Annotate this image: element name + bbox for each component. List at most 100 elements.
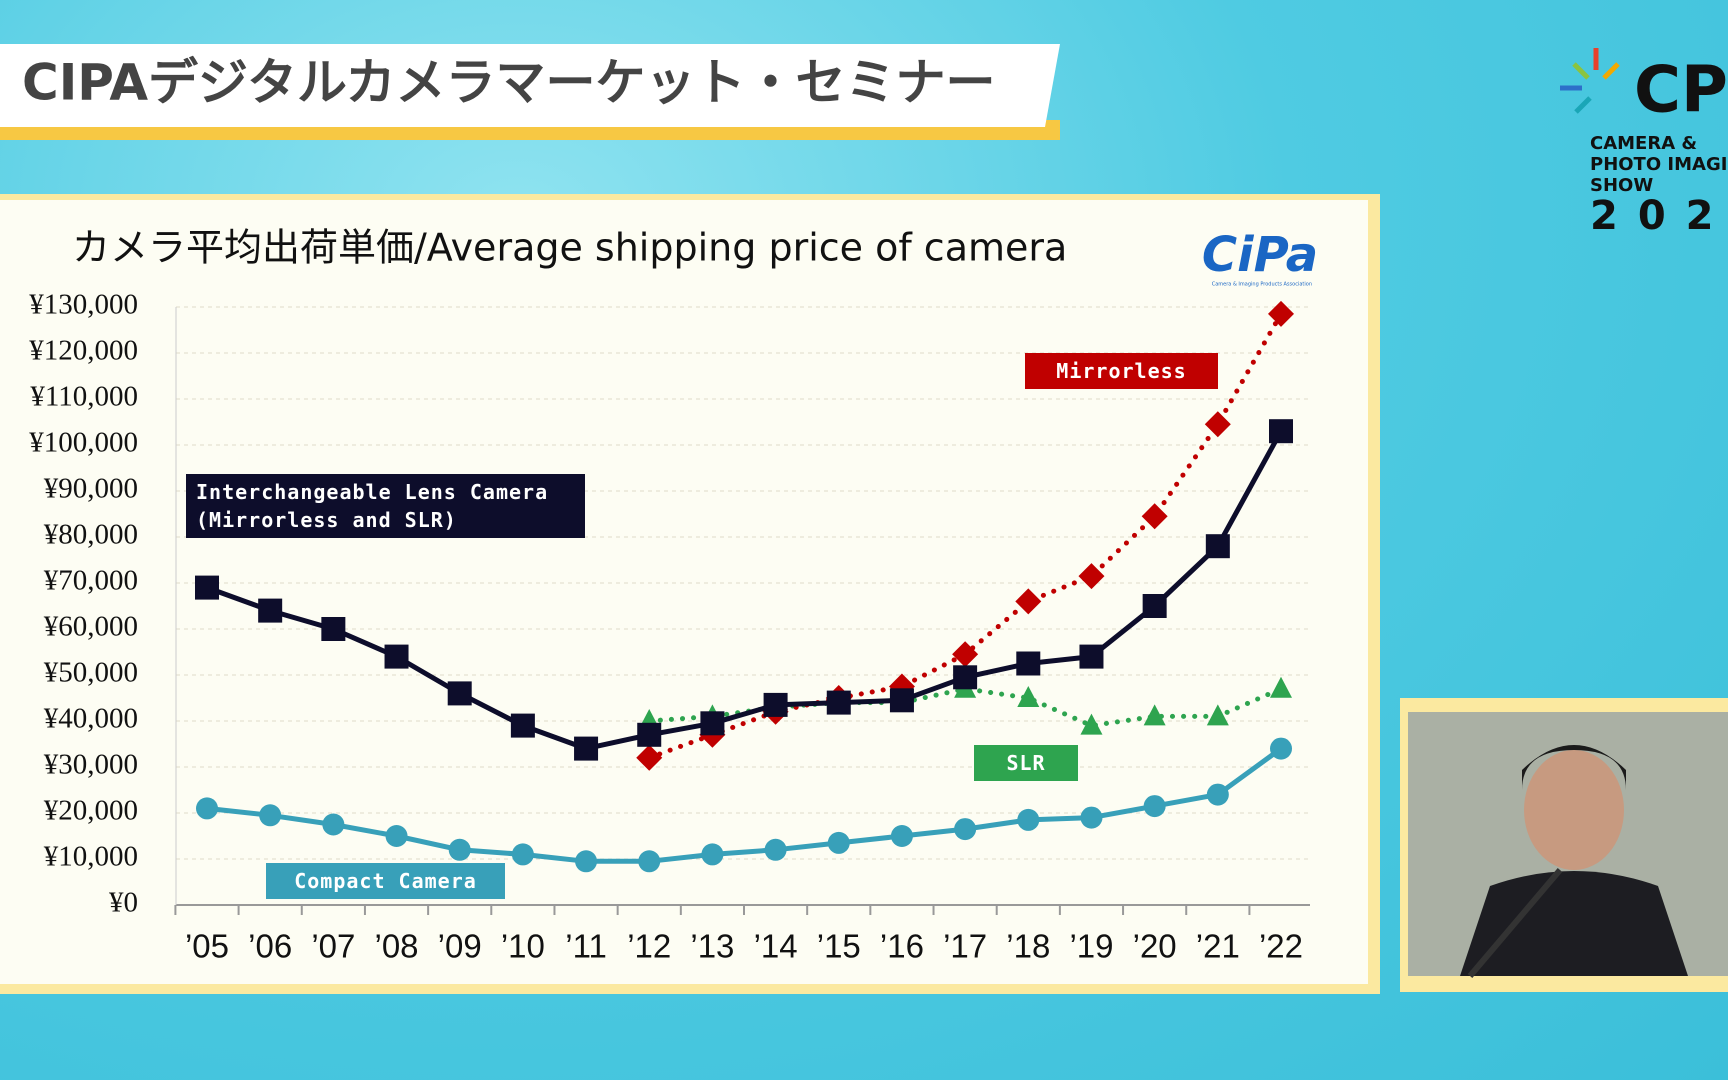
marker — [1080, 806, 1103, 829]
marker — [638, 850, 661, 873]
marker — [826, 690, 851, 715]
series-callout: Compact Camera — [266, 863, 505, 899]
marker — [195, 575, 219, 600]
chart-panel — [0, 200, 1368, 984]
event-logo: CP CAMERA & PHOTO IMAGIN SHOW 202 — [1560, 48, 1728, 239]
marker — [1142, 594, 1167, 618]
x-tick-label: ’10 — [501, 928, 545, 965]
marker — [1269, 419, 1293, 444]
marker — [385, 825, 408, 847]
marker — [511, 843, 534, 866]
marker — [764, 838, 787, 861]
marker — [1268, 300, 1294, 327]
x-tick-label: ’22 — [1259, 928, 1303, 965]
series-callout: SLR — [974, 745, 1078, 781]
marker — [259, 804, 282, 827]
marker — [196, 797, 218, 820]
marker — [1017, 686, 1040, 707]
x-tick-label: ’11 — [565, 928, 607, 965]
logo-ray — [1572, 62, 1590, 80]
marker — [1206, 704, 1229, 726]
logo-ray — [1602, 62, 1620, 80]
marker — [1078, 563, 1105, 590]
marker — [763, 692, 788, 717]
logo-line: SHOW — [1590, 175, 1653, 196]
x-tick-label: ’07 — [311, 928, 355, 965]
header-title: CIPAデジタルカメラマーケット・セミナー — [22, 54, 996, 112]
marker — [1015, 588, 1042, 615]
y-tick-label: ¥40,000 — [44, 703, 138, 735]
logo-mark: CP — [1634, 54, 1728, 128]
header-banner — [0, 44, 1060, 127]
marker — [889, 688, 914, 713]
marker — [1143, 795, 1166, 818]
marker — [637, 722, 662, 747]
y-tick-label: ¥130,000 — [29, 289, 138, 321]
x-tick-label: ’19 — [1069, 928, 1113, 965]
marker — [952, 641, 979, 668]
y-tick-label: ¥70,000 — [44, 565, 138, 597]
marker — [954, 818, 977, 841]
marker — [890, 825, 913, 847]
marker — [1205, 534, 1230, 559]
y-tick-label: ¥10,000 — [44, 841, 138, 873]
x-tick-label: ’09 — [438, 928, 482, 965]
y-tick-label: ¥80,000 — [44, 519, 138, 551]
y-tick-label: ¥100,000 — [29, 427, 138, 459]
chart-title: カメラ平均出荷単価/Average shipping price of came… — [72, 226, 1067, 270]
marker — [1143, 704, 1166, 726]
brand-caption: Camera & Imaging Products Association — [1212, 282, 1312, 288]
marker — [574, 736, 599, 761]
marker — [322, 813, 345, 836]
series-callout: Mirrorless — [1025, 353, 1218, 389]
y-tick-label: ¥60,000 — [44, 611, 138, 643]
x-tick-label: ’08 — [375, 928, 419, 965]
y-tick-label: ¥50,000 — [44, 657, 138, 689]
y-tick-label: ¥110,000 — [30, 381, 138, 413]
marker — [448, 838, 471, 861]
x-tick-label: ’16 — [880, 928, 924, 965]
marker — [700, 711, 725, 736]
brand-logo: CiPa — [1202, 227, 1318, 283]
x-tick-label: ’05 — [185, 928, 229, 965]
marker — [1270, 676, 1292, 698]
y-tick-label: ¥30,000 — [44, 749, 138, 781]
marker — [701, 843, 724, 866]
marker — [258, 598, 283, 623]
marker — [1141, 503, 1168, 530]
marker — [575, 850, 598, 873]
logo-line: CAMERA & — [1590, 133, 1697, 154]
speaker-head — [1524, 750, 1624, 870]
marker — [1016, 651, 1041, 676]
marker — [384, 644, 409, 669]
microphone — [1467, 868, 1563, 978]
marker — [1204, 411, 1231, 438]
x-tick-label: ’21 — [1196, 928, 1240, 965]
x-tick-label: ’18 — [1006, 928, 1050, 965]
y-tick-label: ¥120,000 — [29, 335, 138, 367]
y-tick-label: ¥20,000 — [44, 795, 138, 827]
x-tick-label: ’06 — [248, 928, 292, 965]
marker — [827, 831, 850, 854]
marker — [1270, 737, 1292, 760]
x-tick-label: ’13 — [690, 928, 734, 965]
x-tick-label: ’17 — [943, 928, 987, 965]
marker — [321, 617, 346, 641]
marker — [447, 681, 472, 706]
series-callout: Interchangeable Lens Camera (Mirrorless … — [186, 474, 585, 538]
marker — [636, 744, 663, 771]
x-tick-label: ’14 — [754, 928, 798, 965]
y-tick-label: ¥90,000 — [44, 473, 138, 505]
marker — [1017, 808, 1040, 831]
logo-ray — [1574, 96, 1592, 114]
marker — [953, 665, 978, 690]
marker — [1206, 783, 1229, 806]
speaker-body — [1460, 871, 1688, 976]
marker — [1079, 644, 1104, 669]
marker — [510, 713, 535, 738]
x-tick-label: ’12 — [627, 928, 671, 965]
logo-year: 202 — [1590, 193, 1728, 239]
marker — [1080, 713, 1103, 735]
x-tick-label: ’15 — [817, 928, 861, 965]
